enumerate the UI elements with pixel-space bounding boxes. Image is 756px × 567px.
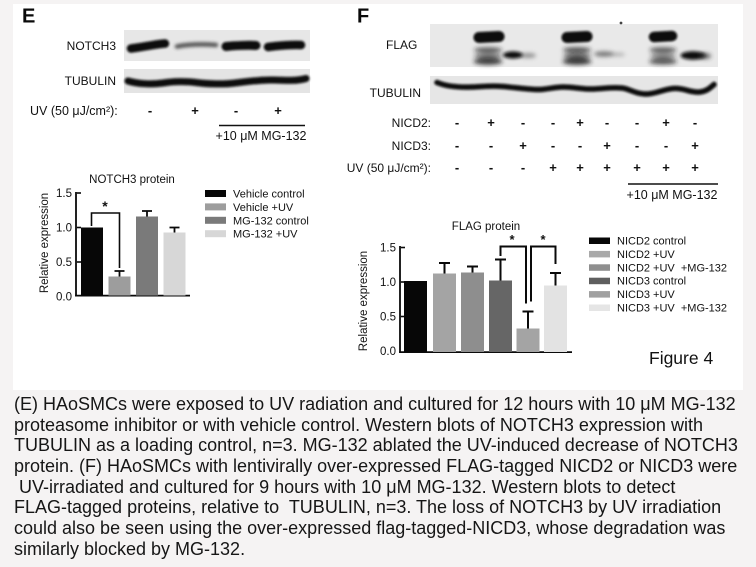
svg-text:Relative expression: Relative expression <box>358 251 370 351</box>
svg-text:-: - <box>664 138 668 153</box>
svg-text:-: - <box>635 115 639 130</box>
svg-text:0.5: 0.5 <box>56 257 72 269</box>
svg-text:+: + <box>662 160 670 175</box>
svg-text:-: - <box>551 138 555 153</box>
svg-text:*: * <box>102 198 108 214</box>
svg-text:MG-132 +UV: MG-132 +UV <box>233 229 298 241</box>
svg-text:NICD3 +UV +MG-132: NICD3 +UV +MG-132 <box>617 303 727 315</box>
svg-text:1.0: 1.0 <box>380 277 396 289</box>
svg-text:-: - <box>455 115 459 130</box>
svg-text:-: - <box>578 138 582 153</box>
svg-text:E: E <box>22 6 35 28</box>
svg-text:NICD3:: NICD3: <box>392 139 431 153</box>
svg-text:+: + <box>576 160 584 175</box>
svg-text:-: - <box>635 138 639 153</box>
svg-text:*: * <box>540 232 546 247</box>
svg-text:NICD2:: NICD2: <box>392 116 431 130</box>
svg-text:NICD3 control: NICD3 control <box>617 276 686 288</box>
svg-text:FLAG: FLAG <box>386 38 417 52</box>
svg-text:+10 μM MG-132: +10 μM MG-132 <box>216 129 307 143</box>
svg-text:NOTCH3: NOTCH3 <box>67 39 117 53</box>
svg-text:NICD2 control: NICD2 control <box>617 236 686 248</box>
svg-text:-: - <box>148 103 152 118</box>
svg-text:+: + <box>633 160 641 175</box>
svg-text:*: * <box>509 232 515 247</box>
svg-text:Vehicle +UV: Vehicle +UV <box>233 202 294 214</box>
svg-text:NICD2 +UV: NICD2 +UV <box>617 249 675 261</box>
svg-text:FLAG protein: FLAG protein <box>452 221 520 233</box>
svg-text:+: + <box>691 160 699 175</box>
svg-text:-: - <box>489 138 493 153</box>
svg-text:-: - <box>489 160 493 175</box>
svg-text:-: - <box>455 160 459 175</box>
svg-text:Vehicle control: Vehicle control <box>233 189 305 201</box>
svg-text:-: - <box>605 115 609 130</box>
svg-text:-: - <box>521 160 525 175</box>
svg-text:+: + <box>191 103 199 118</box>
svg-text:TUBULIN: TUBULIN <box>370 86 421 100</box>
svg-text:+: + <box>691 138 699 153</box>
svg-text:Relative expression: Relative expression <box>39 193 51 293</box>
svg-text:MG-132 control: MG-132 control <box>233 215 309 227</box>
svg-text:1.5: 1.5 <box>380 243 396 255</box>
svg-text:+: + <box>662 115 670 130</box>
svg-text:UV (50 μJ/cm²):: UV (50 μJ/cm²): <box>347 161 431 175</box>
svg-text:+: + <box>603 160 611 175</box>
svg-text:1.0: 1.0 <box>56 223 72 235</box>
svg-text:-: - <box>693 115 697 130</box>
svg-text:Figure 4: Figure 4 <box>649 348 713 368</box>
svg-text:+: + <box>274 103 282 118</box>
svg-text:+: + <box>603 138 611 153</box>
svg-text:+: + <box>549 160 557 175</box>
svg-text:NICD2 +UV +MG-132: NICD2 +UV +MG-132 <box>617 262 727 274</box>
svg-text:-: - <box>234 103 238 118</box>
svg-text:-: - <box>455 138 459 153</box>
svg-text:F: F <box>357 6 369 28</box>
svg-text:NOTCH3 protein: NOTCH3 protein <box>89 174 175 186</box>
svg-text:0.0: 0.0 <box>380 346 396 358</box>
svg-text:+: + <box>519 138 527 153</box>
svg-text:NICD3 +UV: NICD3 +UV <box>617 289 675 301</box>
svg-text:1.5: 1.5 <box>56 188 72 200</box>
svg-text:-: - <box>551 115 555 130</box>
svg-text:0.0: 0.0 <box>56 292 72 304</box>
svg-text:+: + <box>487 115 495 130</box>
svg-text:UV (50 μJ/cm²):: UV (50 μJ/cm²): <box>30 104 118 118</box>
svg-text:+10 μM MG-132: +10 μM MG-132 <box>627 188 718 202</box>
svg-text:-: - <box>521 115 525 130</box>
svg-text:+: + <box>576 115 584 130</box>
svg-text:TUBULIN: TUBULIN <box>65 74 116 88</box>
svg-text:0.5: 0.5 <box>380 312 396 324</box>
